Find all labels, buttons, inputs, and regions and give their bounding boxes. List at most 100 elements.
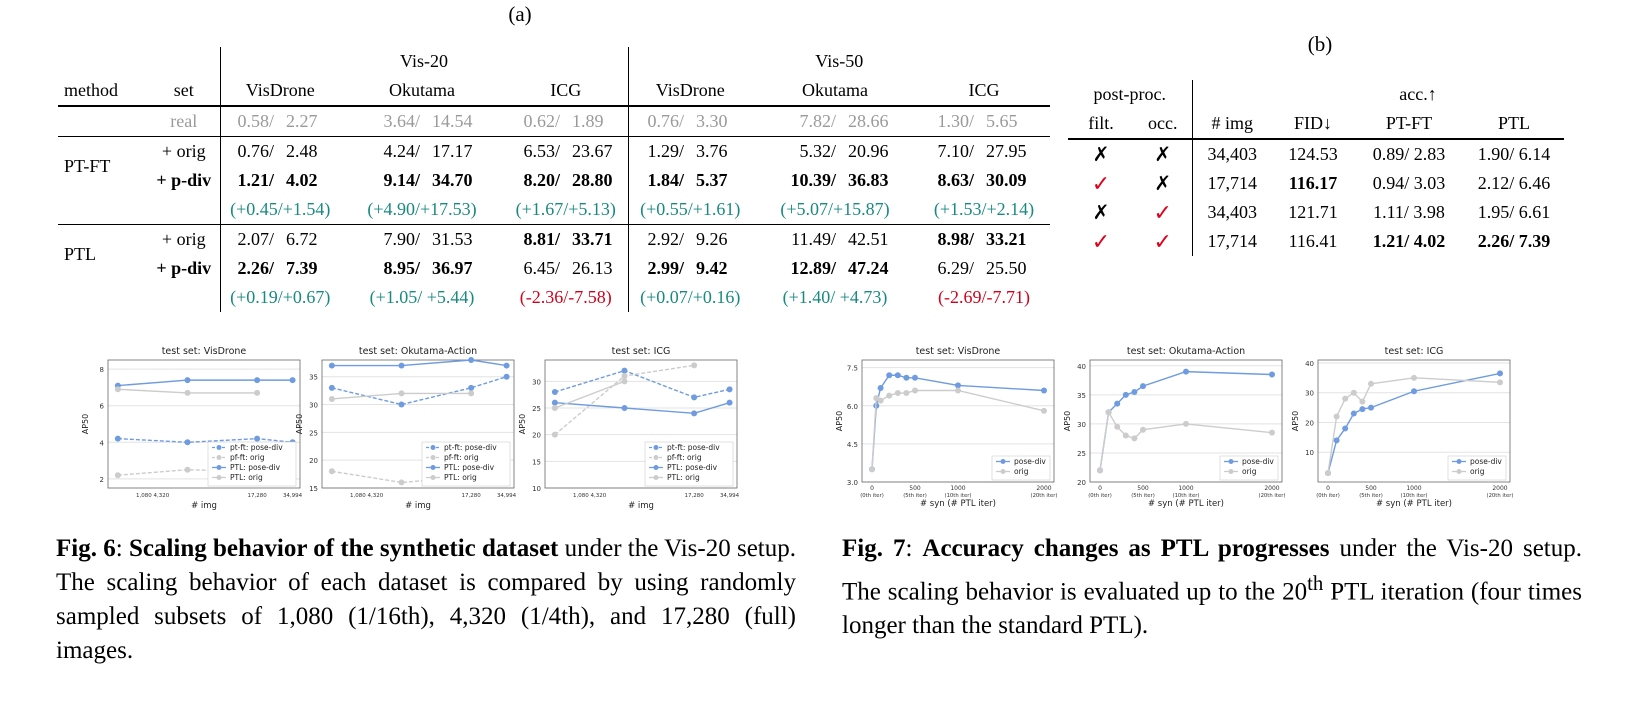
x-tick-label: 34,994 xyxy=(497,493,517,499)
cell: 7.82/ xyxy=(799,111,836,131)
legend-marker xyxy=(430,475,436,480)
y-tick-label: 15 xyxy=(309,485,318,493)
legend-label: pt-ft: pose-div xyxy=(230,443,283,452)
x-tick-label: 0 xyxy=(870,485,874,492)
table-row: ✗ ✗ 34,403 124.53 0.89/ 2.83 1.90/ 6.14 xyxy=(1068,139,1564,169)
y-tick-label: 20 xyxy=(532,432,541,440)
legend-marker xyxy=(216,445,222,450)
delta-cell: (+1.40/ +4.73) xyxy=(782,287,888,307)
table-row: PT-FT + orig 0.76/2.48 4.24/17.17 6.53/2… xyxy=(58,136,1050,195)
cell: 4.02 xyxy=(286,170,318,190)
legend-marker xyxy=(653,475,659,480)
data-point xyxy=(1368,380,1374,387)
data-point xyxy=(289,377,296,384)
plot-frame xyxy=(321,359,515,489)
data-point xyxy=(1359,406,1366,413)
cross-icon: ✗ xyxy=(1154,173,1172,195)
col-dataset: VisDrone xyxy=(627,76,752,107)
data-point xyxy=(1350,410,1357,417)
x-tick-sublabel: (0th iter) xyxy=(860,493,884,499)
cell: 5.37 xyxy=(696,170,728,190)
chart-3: 10 15 20 25 30 test set: ICG AP50 1,080 4,320 17… xyxy=(518,346,740,511)
data-point xyxy=(621,405,628,411)
data-point xyxy=(114,472,121,479)
cell: 2.99/ xyxy=(627,254,690,283)
legend-label: pf-ft: orig xyxy=(444,453,479,462)
cell: 2.07/ xyxy=(219,224,280,254)
data-point xyxy=(551,399,558,406)
method-label: PTL xyxy=(58,224,148,283)
col-dataset: Okutama xyxy=(752,76,918,107)
delta-cell: (+0.07/+0.16) xyxy=(627,283,752,312)
legend-label: PTL: pose-div xyxy=(444,463,495,472)
method-label: PT-FT xyxy=(58,136,148,195)
cell: 121.71 xyxy=(1288,202,1338,222)
cell: 7.10/ xyxy=(918,136,980,166)
x-tick-sublabel: (5th iter) xyxy=(903,493,927,499)
cell: 8.95/ xyxy=(383,258,420,278)
cross-icon: ✗ xyxy=(1154,144,1172,166)
data-point xyxy=(886,372,893,379)
legend-label: PTL: orig xyxy=(667,473,700,482)
cell: 17,714 xyxy=(1191,169,1272,198)
data-point xyxy=(1350,389,1357,396)
data-point xyxy=(1342,425,1349,432)
data-point xyxy=(1269,429,1275,436)
data-point xyxy=(254,377,261,384)
delta-cell: (+5.07/+15.87) xyxy=(780,199,890,219)
cell: 3.76 xyxy=(690,136,752,166)
x-tick-label: 500 xyxy=(1365,485,1377,492)
delta-cell: (+0.55/+1.61) xyxy=(627,195,752,225)
data-point xyxy=(894,390,901,397)
legend-marker xyxy=(1456,469,1462,474)
y-axis-label: AP50 xyxy=(81,414,90,434)
y-tick-label: 10 xyxy=(532,485,541,493)
y-tick-label: 6 xyxy=(100,403,105,411)
set-label: real xyxy=(170,111,198,131)
data-point xyxy=(114,386,121,393)
y-tick-label: 40 xyxy=(1077,363,1086,371)
cell: 6.53/ xyxy=(504,136,566,166)
data-point xyxy=(398,362,405,369)
cell: 6.29/ xyxy=(937,258,974,278)
data-point xyxy=(551,405,558,411)
x-tick-label: 2000 xyxy=(1492,485,1507,492)
x-tick-sublabel: (10th iter) xyxy=(1401,493,1428,499)
cell: 6.45/ xyxy=(523,258,560,278)
cell: 34,403 xyxy=(1191,139,1272,169)
cell: 2.26/ 7.39 xyxy=(1477,231,1551,251)
cell: 34,403 xyxy=(1191,198,1272,227)
plot-frame xyxy=(1317,359,1511,483)
fig7-text: under the Vis-20 setup. The scaling beha… xyxy=(842,535,1582,606)
legend-marker xyxy=(430,445,436,450)
x-axis-label: # img xyxy=(405,501,431,511)
data-point xyxy=(1183,368,1189,375)
label-b: (b) xyxy=(1307,32,1333,56)
cell: 1.84/ xyxy=(627,166,690,195)
col-fid: FID↓ xyxy=(1272,109,1354,140)
col-method: method xyxy=(58,76,148,107)
table-row: ✗ ✓ 34,403 121.71 1.11/ 3.98 1.95/ 6.61 xyxy=(1068,198,1564,227)
chart-title: test set: VisDrone xyxy=(162,346,247,357)
cell: 0.94/ 3.03 xyxy=(1372,173,1446,193)
cell: 0.62/ xyxy=(523,111,560,131)
legend-marker xyxy=(1456,459,1462,464)
cell: 30.09 xyxy=(986,170,1027,190)
cell: 42.51 xyxy=(842,224,918,254)
data-point xyxy=(328,384,335,391)
cell: 1.95/ 6.61 xyxy=(1477,202,1551,222)
data-point xyxy=(184,377,191,384)
y-tick-label: 30 xyxy=(532,378,541,386)
cell: 1.21/ 4.02 xyxy=(1372,231,1446,251)
chart-2: 15 20 25 30 35 test set: Okutama-Action AP50 1,… xyxy=(295,346,517,511)
cell: 1.29/ xyxy=(627,136,690,166)
data-point xyxy=(1359,398,1366,405)
data-point xyxy=(1114,400,1121,407)
cell: 31.53 xyxy=(426,224,504,254)
legend-marker xyxy=(653,465,659,470)
data-point xyxy=(1411,374,1417,381)
y-tick-label: 6.0 xyxy=(847,403,858,411)
legend-label: pose-div xyxy=(1014,457,1046,466)
y-tick-label: 25 xyxy=(309,429,318,437)
